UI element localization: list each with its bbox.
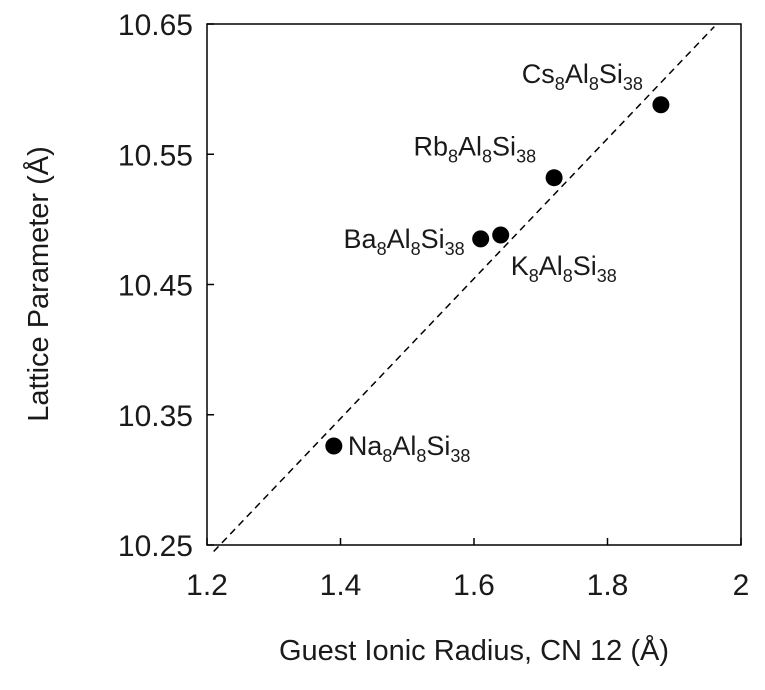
data-points <box>325 96 670 455</box>
point-label-subscript: 8 <box>482 147 492 167</box>
point-label: K8Al8Si38 <box>511 251 617 286</box>
y-tick-label: 10.65 <box>118 9 193 42</box>
data-point <box>492 226 510 244</box>
point-label-element: Si <box>599 59 623 89</box>
point-label-subscript: 8 <box>529 266 539 286</box>
point-label-subscript: 38 <box>516 147 536 167</box>
x-axis-ticks: 1.2 1.4 1.6 1.8 2 <box>186 538 749 602</box>
point-label-element: K <box>511 251 529 281</box>
data-point <box>652 96 670 114</box>
point-label-element: Na <box>348 431 383 461</box>
point-label-subscript: 8 <box>382 446 392 466</box>
point-label-subscript: 38 <box>597 266 617 286</box>
y-tick-label: 10.55 <box>118 139 193 172</box>
x-tick-label: 1.2 <box>186 569 228 602</box>
y-tick-label: 10.45 <box>118 270 193 303</box>
point-label-subscript: 8 <box>589 74 599 94</box>
point-label: Na8Al8Si38 <box>348 431 471 466</box>
data-point <box>472 230 490 248</box>
point-label-element: Al <box>458 132 482 162</box>
trendline-layer <box>213 26 715 553</box>
point-label-subscript: 38 <box>445 239 465 259</box>
point-label-element: Cs <box>522 59 555 89</box>
y-tick-label: 10.25 <box>118 530 193 563</box>
point-label-element: Al <box>392 431 416 461</box>
point-label-subscript: 8 <box>377 239 387 259</box>
point-label-element: Rb <box>413 132 448 162</box>
point-label-subscript: 8 <box>411 239 421 259</box>
data-point <box>545 169 563 187</box>
point-label: Ba8Al8Si38 <box>344 224 465 259</box>
x-tick-label: 1.4 <box>320 569 362 602</box>
point-label: Cs8Al8Si38 <box>522 59 643 94</box>
point-label: Rb8Al8Si38 <box>413 132 536 167</box>
point-label-subscript: 8 <box>448 147 458 167</box>
y-tick-label: 10.35 <box>118 400 193 433</box>
x-tick-label: 2 <box>733 569 750 602</box>
point-label-element: Si <box>421 224 445 254</box>
point-label-element: Si <box>492 132 516 162</box>
y-axis-ticks: 10.25 10.35 10.45 10.55 10.65 <box>118 9 214 563</box>
x-axis-title: Guest Ionic Radius, CN 12 (Å) <box>279 634 669 667</box>
trendline <box>213 26 715 553</box>
point-label-element: Si <box>426 431 450 461</box>
point-label-subscript: 8 <box>555 74 565 94</box>
point-label-subscript: 38 <box>623 74 643 94</box>
x-tick-label: 1.8 <box>587 569 629 602</box>
point-labels: Na8Al8Si38Ba8Al8Si38K8Al8Si38Rb8Al8Si38C… <box>344 59 643 466</box>
point-label-subscript: 38 <box>450 446 470 466</box>
point-label-element: Si <box>573 251 597 281</box>
x-tick-label: 1.6 <box>453 569 495 602</box>
y-axis-title: Lattice Parameter (Å) <box>22 146 55 422</box>
data-point <box>325 437 343 455</box>
point-label-subscript: 8 <box>416 446 426 466</box>
point-label-subscript: 8 <box>563 266 573 286</box>
point-label-element: Al <box>387 224 411 254</box>
point-label-element: Al <box>565 59 589 89</box>
point-label-element: Ba <box>344 224 378 254</box>
point-label-element: Al <box>539 251 563 281</box>
